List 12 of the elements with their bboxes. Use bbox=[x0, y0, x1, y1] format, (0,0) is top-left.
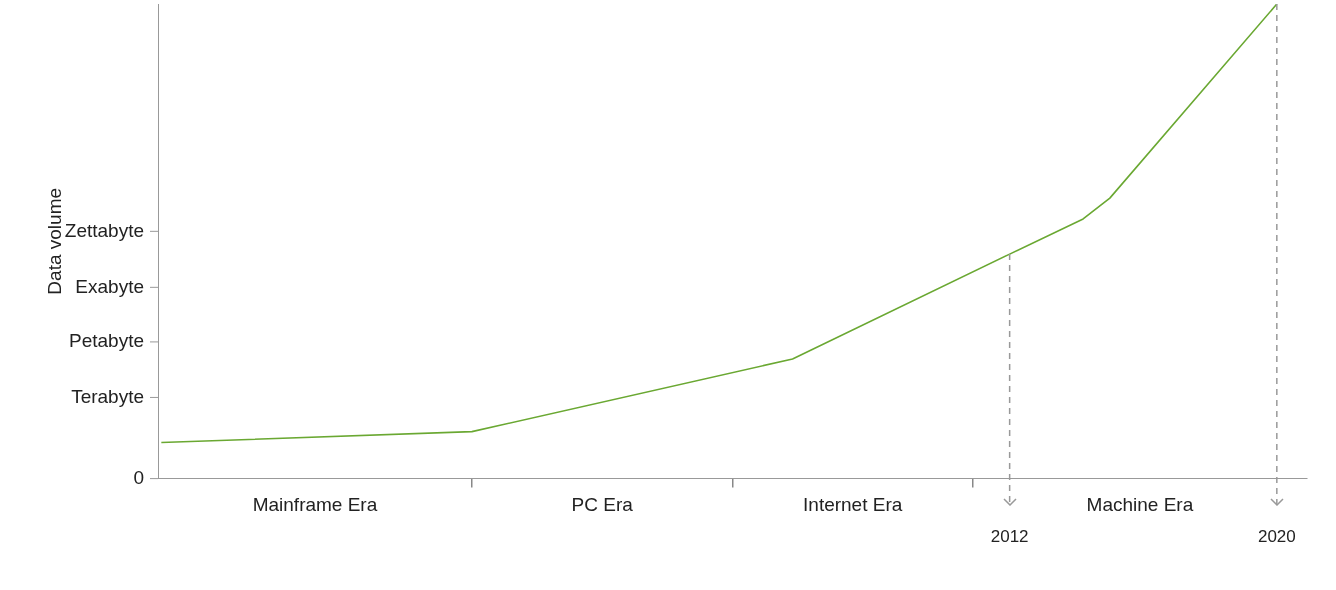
text: Internet Era bbox=[803, 493, 903, 515]
ref-line-label: Terabyte bbox=[71, 385, 144, 407]
x-tick-label: 2020 bbox=[1257, 527, 1296, 547]
y-axis-title: Data volume bbox=[43, 187, 65, 295]
text: Mainframe Era bbox=[252, 493, 378, 515]
ref-line-label: 0 bbox=[133, 466, 144, 488]
ref-line-label: Petabyte bbox=[69, 330, 144, 352]
x-tick-label: 2012 bbox=[990, 527, 1029, 547]
ref-line-label: Zettabyte bbox=[64, 219, 144, 241]
text: Machine Era bbox=[1086, 493, 1194, 515]
ref-line-label: Exabyte bbox=[75, 275, 144, 297]
text: PC Era bbox=[571, 493, 634, 515]
